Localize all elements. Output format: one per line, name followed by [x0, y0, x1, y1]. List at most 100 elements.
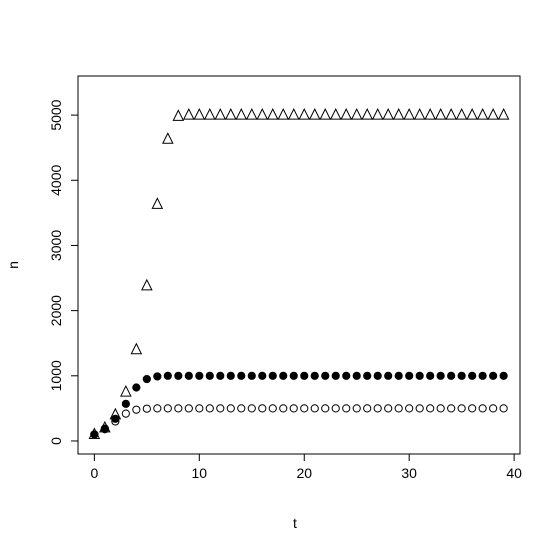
- filled-circle-point: [331, 371, 340, 380]
- open-circle-point: [384, 404, 393, 413]
- triangle-point: [266, 107, 279, 120]
- triangle-point: [235, 107, 248, 120]
- open-circle-point: [352, 404, 361, 413]
- open-circle-point: [468, 404, 477, 413]
- filled-circle-point: [237, 371, 246, 380]
- open-circle-point: [310, 404, 319, 413]
- triangle-point: [224, 107, 237, 120]
- triangle-point: [371, 107, 384, 120]
- triangle-point: [308, 107, 321, 120]
- open-circle-point: [174, 404, 183, 413]
- open-circle-point: [226, 404, 235, 413]
- triangle-point: [497, 107, 510, 120]
- filled-circle-point: [132, 383, 141, 392]
- filled-circle-point: [468, 371, 477, 380]
- filled-circle-point: [373, 371, 382, 380]
- filled-circle-point: [394, 371, 403, 380]
- filled-circle-point: [310, 371, 319, 380]
- x-axis: 0 10 20 30 40: [90, 454, 522, 481]
- triangle-point: [487, 107, 499, 120]
- triangle-point: [392, 107, 405, 120]
- y-axis-label: n: [5, 261, 21, 269]
- triangle-point: [340, 107, 353, 120]
- triangle-point: [382, 107, 395, 120]
- open-circle-point: [247, 404, 256, 413]
- triangle-point: [203, 107, 216, 120]
- y-tick-label: 3000: [48, 230, 64, 261]
- open-circle-point: [289, 404, 298, 413]
- filled-circle-point: [184, 371, 193, 380]
- filled-circle-point: [352, 371, 361, 380]
- filled-circle-point: [289, 371, 298, 380]
- open-circle-point: [268, 404, 277, 413]
- y-tick-label: 0: [48, 437, 64, 445]
- filled-circle-point: [436, 371, 445, 380]
- open-circle-point: [489, 404, 498, 413]
- triangle-point: [424, 107, 436, 120]
- filled-circle-point: [426, 371, 435, 380]
- open-circle-point: [342, 404, 351, 413]
- triangle-point: [476, 107, 489, 120]
- triangle-point: [141, 278, 153, 291]
- x-tick-label: 0: [90, 465, 98, 481]
- filled-circle-point: [342, 371, 351, 380]
- open-circle-point: [163, 404, 172, 413]
- triangle-point: [413, 107, 426, 120]
- open-circle-point: [436, 404, 445, 413]
- open-circle-point: [499, 404, 508, 413]
- filled-circle-point: [174, 371, 183, 380]
- triangle-point: [287, 107, 300, 120]
- open-circle-point: [132, 405, 141, 414]
- open-circle-point: [394, 404, 403, 413]
- filled-circle-point: [142, 374, 151, 384]
- filled-circle-point: [300, 371, 309, 380]
- x-tick-label: 20: [296, 465, 312, 481]
- triangle-point: [130, 342, 143, 355]
- open-circle-point: [321, 404, 330, 413]
- filled-circle-point: [478, 371, 487, 380]
- y-tick-label: 5000: [48, 99, 64, 130]
- filled-circle-point: [195, 371, 204, 380]
- filled-circle-point: [205, 371, 214, 380]
- open-circle-point: [478, 404, 487, 413]
- open-circle-point: [100, 425, 109, 434]
- open-circle-point: [331, 404, 340, 413]
- triangle-point: [403, 107, 415, 120]
- triangle-point: [256, 107, 269, 120]
- filled-circle-point: [121, 399, 130, 408]
- filled-circle-point: [163, 371, 172, 380]
- x-tick-label: 40: [506, 465, 522, 481]
- triangle-point: [434, 107, 447, 120]
- open-circle-point: [405, 404, 414, 413]
- open-circle-point: [258, 404, 267, 413]
- filled-circle-point: [279, 371, 288, 380]
- filled-circle-point: [321, 371, 330, 380]
- filled-circle-point: [111, 414, 120, 423]
- triangle-point: [361, 107, 374, 120]
- triangle-point: [120, 384, 132, 397]
- triangle-point: [183, 107, 195, 120]
- open-circle-point: [195, 404, 204, 413]
- triangle-point: [151, 197, 164, 209]
- filled-circle-point: [457, 371, 466, 380]
- triangle-point: [319, 107, 332, 120]
- triangle-point: [298, 107, 311, 120]
- open-circle-point: [216, 404, 225, 413]
- open-circle-point: [90, 430, 99, 439]
- open-circle-point: [279, 404, 288, 413]
- triangle-point: [214, 107, 227, 120]
- y-axis: 0 1000 2000 3000 4000 5000: [48, 99, 78, 445]
- filled-circle-point: [489, 371, 498, 380]
- y-tick-label: 2000: [48, 295, 64, 326]
- filled-circle-point: [447, 371, 456, 380]
- open-circle-point: [300, 404, 309, 413]
- open-circle-point: [153, 404, 162, 413]
- open-circle-point: [426, 404, 435, 413]
- open-circle-point: [111, 417, 120, 426]
- filled-circle-point: [216, 371, 225, 380]
- open-circle-point: [363, 404, 372, 413]
- data-points: [88, 107, 510, 439]
- filled-circle-point: [153, 372, 162, 381]
- plot-area-frame: [77, 75, 521, 455]
